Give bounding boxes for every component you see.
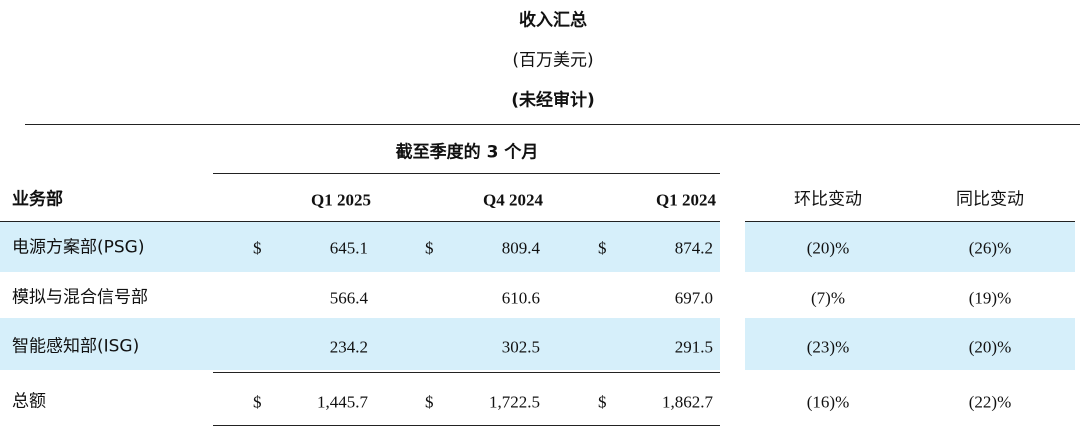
- qoq-change: (7)%: [811, 288, 845, 308]
- amount: 1,862.7: [662, 392, 713, 412]
- segment-name: 电源方案部(PSG): [12, 237, 145, 258]
- qoq-change: (16)%: [806, 392, 850, 412]
- currency-sign: $: [253, 238, 262, 258]
- amount: 610.6: [501, 288, 540, 308]
- amount: 809.4: [501, 238, 540, 258]
- currency-sign: $: [425, 392, 434, 412]
- unit: (百万美元): [512, 50, 594, 71]
- amount: 302.5: [501, 337, 540, 357]
- yoy-change: (22)%: [968, 392, 1012, 412]
- amount: 1,445.7: [317, 392, 368, 412]
- yoy-change: (26)%: [968, 238, 1012, 258]
- amount: 566.4: [329, 288, 368, 308]
- yoy-change: (19)%: [968, 288, 1012, 308]
- column-header: Q4 2024: [483, 190, 543, 210]
- column-header: Q1 2024: [656, 190, 716, 210]
- currency-sign: $: [253, 392, 262, 412]
- column-header: 业务部: [12, 189, 63, 210]
- rule: [0, 221, 720, 222]
- yoy-change: (20)%: [968, 337, 1012, 357]
- rule: [213, 425, 720, 426]
- currency-sign: $: [598, 238, 607, 258]
- row-shade: [745, 318, 1075, 370]
- segment-name: 总额: [12, 391, 46, 412]
- rule: [213, 173, 720, 174]
- segment-name: 智能感知部(ISG): [12, 336, 140, 357]
- column-header: 环比变动: [794, 189, 862, 210]
- title: 收入汇总: [519, 10, 587, 31]
- amount: 234.2: [329, 337, 368, 357]
- rule: [745, 221, 1075, 222]
- currency-sign: $: [425, 238, 434, 258]
- row-shade: [0, 318, 720, 370]
- amount: 874.2: [674, 238, 713, 258]
- row-shade: [745, 222, 1075, 272]
- amount: 1,722.5: [489, 392, 540, 412]
- qoq-change: (23)%: [806, 337, 850, 357]
- column-header: 同比变动: [956, 189, 1024, 210]
- amount: 291.5: [674, 337, 713, 357]
- amount: 645.1: [329, 238, 368, 258]
- note: (未经审计): [511, 90, 595, 111]
- rule: [25, 124, 1080, 125]
- qoq-change: (20)%: [806, 238, 850, 258]
- segment-name: 模拟与混合信号部: [12, 287, 148, 308]
- group-header: 截至季度的 3 个月: [395, 142, 539, 163]
- column-header: Q1 2025: [311, 190, 371, 210]
- currency-sign: $: [598, 392, 607, 412]
- rule: [213, 372, 720, 373]
- amount: 697.0: [674, 288, 713, 308]
- row-shade: [0, 222, 720, 272]
